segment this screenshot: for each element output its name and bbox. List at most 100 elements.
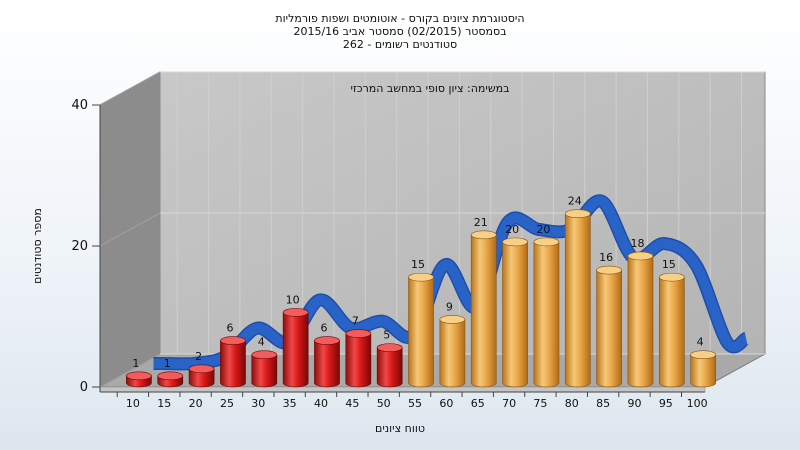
x-axis-label: טווח ציונים [375,422,425,435]
data-label-15: 1 [164,357,171,370]
x-tick-label: 20 [189,397,203,410]
data-label-60: 9 [446,300,453,313]
bar-body [220,340,246,388]
y-grid-line-left [99,71,161,106]
y-ticks: 0 20 40 [71,98,100,395]
bar-top [564,209,591,219]
bar-body [533,241,560,388]
data-label-50: 5 [383,329,390,342]
bar-45 [345,329,372,388]
bar-25 [220,336,246,388]
bar-top [408,272,434,282]
x-tick-label: 50 [377,397,391,410]
bar-50 [376,343,403,388]
bar-top [470,230,497,240]
data-label-75: 20 [536,223,550,236]
bar-top [439,315,466,324]
bar-body [282,312,309,388]
x-tick-label: 70 [502,397,516,410]
bar-20 [188,364,215,388]
bar-85 [596,265,622,388]
y-grid-line-left [99,212,161,247]
bar-75 [533,237,560,388]
floor-front-edge [99,386,706,393]
y-axis-label: מספר סטודנטים [31,208,44,284]
bar-top [314,336,340,345]
bar-body [627,255,654,388]
bar-top [157,371,184,381]
bar-70 [502,237,528,388]
bar-40 [314,336,340,388]
bar-body [376,347,403,388]
bar-90 [627,251,654,388]
bar-top [627,251,654,261]
bar-body [188,368,215,388]
axes [99,105,705,393]
x-tick-label: 25 [220,397,234,410]
bar-top [658,272,685,282]
data-label-90: 18 [630,237,644,250]
bar-65 [470,230,497,388]
data-label-70: 20 [505,223,519,236]
bar-top [596,265,622,275]
bar-top [533,237,560,247]
bar-top [376,343,403,352]
data-label-40: 6 [320,322,327,335]
x-tick-label: 85 [596,397,610,410]
data-label-30: 4 [258,336,265,349]
bar-body [502,241,528,388]
bar-55 [408,272,434,388]
x-tick-label: 35 [283,397,297,410]
bar-top [251,350,278,360]
bar-body [564,213,591,388]
x-tick-label: 100 [687,397,708,410]
bar-body [314,340,340,388]
bar-top [188,364,215,374]
title-line-3: 262 - סטודנטים רשומים [343,38,457,51]
y-tick-label: 20 [71,239,88,254]
bar-10 [126,371,152,388]
x-tick-label: 65 [471,397,485,410]
bar-60 [439,315,466,388]
data-label-25: 6 [226,322,233,335]
bar-body [345,333,372,388]
data-labels: 1 1 2 6 4 10 6 7 5 15 9 21 20 20 24 16 18 15 4 [132,195,703,370]
data-label-65: 21 [474,216,488,229]
x-tick-label: 30 [251,397,265,410]
data-label-55: 15 [411,258,425,271]
y-tick-label: 40 [71,98,88,113]
y-tick-label: 0 [80,380,88,395]
data-label-100: 4 [697,336,704,349]
data-label-45: 7 [352,315,359,328]
bar-top [502,237,528,247]
x-tick-label: 40 [314,397,328,410]
bar-top [345,329,372,338]
bars [126,209,717,388]
x-tick-label: 90 [627,397,641,410]
x-tick-label: 45 [345,397,359,410]
data-label-35: 10 [286,293,300,306]
bar-body [470,234,497,388]
bar-top [220,336,246,345]
x-tick-label: 75 [533,397,547,410]
x-tick-label: 80 [565,397,579,410]
title-line-1: היסטוגרמת ציונים בקורס - אוטומטים ושפות … [275,12,524,25]
bar-top [690,350,717,360]
x-ticks: 10 15 20 25 30 35 40 45 50 55 60 65 70 75 80 85 90 95 100 [116,392,708,410]
chart-title: היסטוגרמת ציונים בקורס - אוטומטים ושפות … [275,12,524,51]
bar-body [658,276,685,388]
bar-top [126,371,152,381]
bar-body [408,276,434,388]
bar-body [439,319,466,388]
bar-15 [157,371,184,388]
data-label-20: 2 [195,350,202,363]
bar-100 [690,350,717,388]
bar-35 [282,308,309,388]
bar-body [596,269,622,388]
x-tick-label: 60 [439,397,453,410]
x-tick-label: 95 [659,397,673,410]
bar-30 [251,350,278,388]
bar-body [251,354,278,388]
